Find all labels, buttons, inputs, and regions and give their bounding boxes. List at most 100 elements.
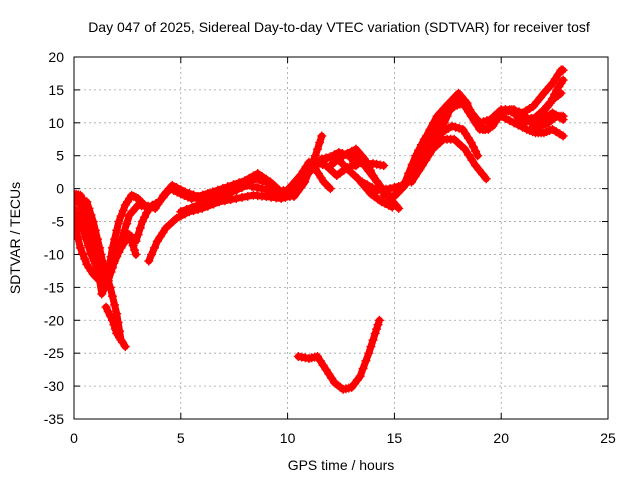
data-point [558,65,568,75]
data-point [252,183,262,193]
data-point [558,115,568,125]
data-point [505,116,515,126]
data-point [280,192,290,202]
data-point [364,166,374,176]
data-point [122,219,132,229]
y-tick-label: 0 [56,181,64,197]
data-point [115,242,125,252]
data-point [433,133,443,143]
data-point [372,177,382,187]
data-point [261,185,271,195]
data-point [74,203,79,213]
data-point [411,151,421,161]
x-axis-label: GPS time / hours [288,457,395,473]
data-point [237,192,247,202]
data-point [243,191,253,201]
data-point [526,113,536,123]
y-tick-label: -30 [44,378,64,394]
data-point [500,113,510,123]
series-prn-t [101,302,130,352]
data-point [84,203,94,213]
x-tick-label: 20 [493,430,509,446]
data-point [86,210,96,220]
data-point [291,175,301,185]
data-point [242,180,252,190]
y-tick-label: -15 [44,279,64,295]
data-point [131,249,141,259]
data-point [426,144,436,154]
data-point [129,191,139,201]
data-point [347,147,357,157]
data-point [550,89,560,99]
data-point [518,122,528,132]
data-point [338,160,348,170]
data-point [92,263,102,273]
data-point [361,356,371,366]
data-point [442,111,452,121]
x-tick-label: 15 [387,430,403,446]
data-point [323,181,333,191]
series-line [529,109,567,133]
data-point [366,342,376,352]
data-point [193,200,203,210]
series-prn-h [293,315,384,394]
data-point [88,241,98,251]
data-point [74,234,83,244]
data-point [107,291,117,301]
data-point [144,256,154,266]
data-point [473,151,483,161]
series-prn-b [74,194,126,345]
data-point [86,232,96,242]
data-point [317,131,327,141]
data-point [513,120,523,130]
data-point [109,258,119,268]
y-tick-label: -20 [44,312,64,328]
data-point [439,118,449,128]
series-line [74,191,140,298]
data-point [204,196,214,206]
data-point [338,151,348,161]
data-point [315,138,325,148]
data-point [304,157,314,167]
data-point [394,203,404,213]
data-point [135,223,145,233]
data-point [471,146,481,156]
data-point [304,167,314,177]
data-point [221,189,231,199]
data-point [109,320,119,330]
data-point [210,194,220,204]
x-axis-ticks: 0 5 10 15 20 25 [70,57,616,446]
data-point [530,112,540,122]
data-point [410,172,420,182]
data-point [74,225,81,235]
data-point [429,139,439,149]
data-point [545,98,555,108]
data-point [216,191,226,201]
data-point [172,213,182,223]
data-point [106,267,116,277]
data-point [105,311,115,321]
data-point [144,203,154,213]
data-point [101,280,111,290]
data-point [321,179,331,189]
data-point [78,208,88,218]
data-point [419,157,429,167]
data-point [74,190,79,200]
data-point [283,185,293,195]
data-point [425,124,435,134]
data-point [496,111,506,121]
data-point [116,211,126,221]
data-point [114,217,124,227]
data-point [364,348,374,358]
y-tick-label: 5 [56,148,64,164]
data-point [407,160,417,170]
data-point [139,212,149,222]
data-point [117,234,127,244]
data-point [373,320,383,330]
y-tick-label: -5 [52,214,65,230]
data-point [481,174,491,184]
data-point [414,145,424,155]
data-point [110,300,120,310]
data-point [351,161,361,171]
y-tick-label: -10 [44,246,64,262]
